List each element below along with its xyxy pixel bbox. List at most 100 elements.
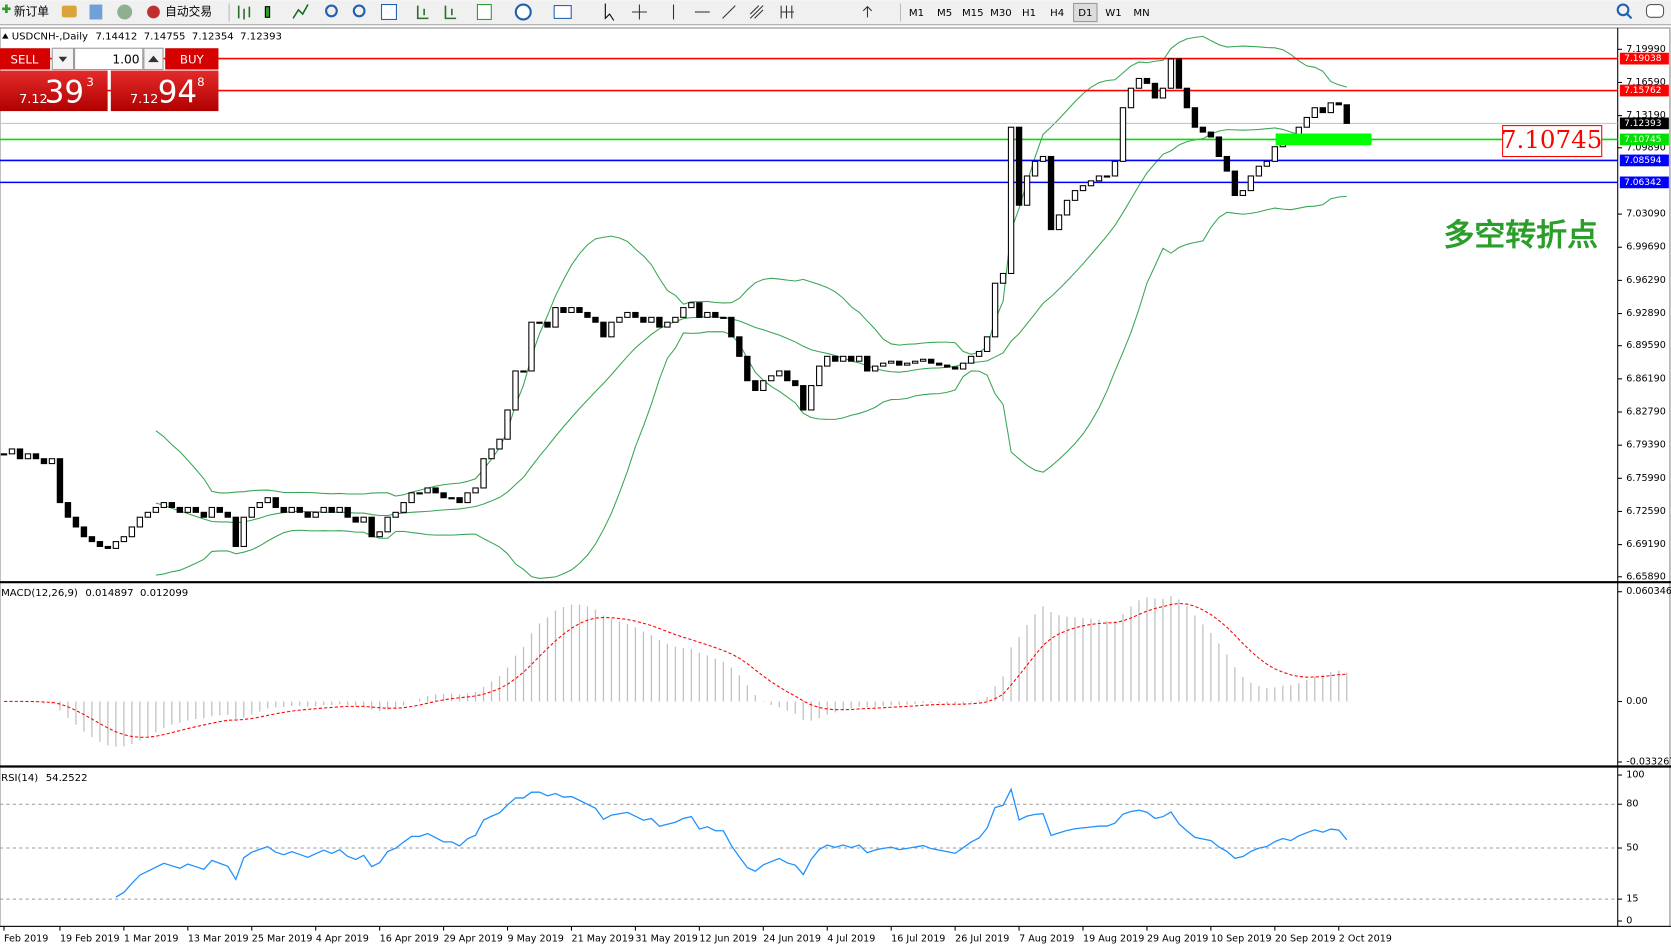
candle-body — [1327, 102, 1334, 114]
bollinger-middle — [155, 127, 1347, 524]
toolbar-icons[interactable] — [2, 3, 1665, 22]
timeframe-button[interactable]: H1 — [1022, 8, 1036, 19]
candle-body — [848, 355, 855, 362]
candle-body — [871, 365, 879, 372]
candle-body — [80, 526, 88, 538]
icon[interactable] — [444, 5, 457, 20]
icon[interactable] — [89, 4, 103, 20]
channel-icon[interactable] — [749, 5, 764, 19]
candle-body — [16, 448, 24, 460]
chat-icon[interactable] — [1645, 3, 1665, 18]
zoom-out-icon[interactable] — [352, 4, 366, 18]
bar-chart-icon[interactable] — [237, 5, 251, 20]
collapse-arrow[interactable] — [2, 33, 9, 39]
candle-body — [856, 355, 863, 362]
volume-input[interactable] — [74, 47, 144, 71]
timeframe-button[interactable]: W1 — [1105, 8, 1121, 19]
timeframe-button[interactable]: MN — [1133, 8, 1149, 19]
bid-fraction: 3 — [86, 75, 93, 89]
new-order-button[interactable]: 新订单 — [14, 4, 49, 18]
icon[interactable] — [416, 5, 429, 20]
candle-body — [927, 358, 935, 364]
fibo-icon[interactable] — [780, 5, 794, 19]
timeframe-button[interactable]: M5 — [937, 8, 952, 19]
bid-pips: 39 — [45, 75, 84, 111]
candle-body — [959, 362, 967, 370]
x-tick-label: 1 Mar 2019 — [124, 934, 179, 945]
y-tick-label: 7.03090 — [1626, 209, 1666, 220]
candle-body — [384, 516, 391, 533]
timeframe-button[interactable]: H4 — [1050, 8, 1064, 19]
y-tick-label: 7.19990 — [1626, 44, 1666, 55]
templates-icon[interactable] — [553, 5, 572, 19]
zoom-in-icon[interactable] — [325, 4, 338, 18]
volume-value[interactable]: 1.00 — [112, 52, 139, 66]
auto-trading-button[interactable]: 自动交易 — [165, 4, 212, 18]
candle-body — [1167, 58, 1175, 89]
candle-body — [712, 311, 719, 318]
indicators-icon[interactable] — [476, 3, 492, 20]
candle-body — [1063, 199, 1071, 216]
timeframe-active — [1073, 2, 1098, 23]
x-tick-label: 19 Feb 2019 — [60, 934, 120, 945]
timeframe-button[interactable]: M30 — [990, 8, 1012, 19]
periods-icon[interactable] — [514, 3, 532, 21]
timeframe-button[interactable]: M1 — [909, 8, 924, 19]
sell-label[interactable]: SELL — [11, 52, 39, 66]
ask-box[interactable] — [110, 70, 219, 112]
line-chart-icon[interactable] — [292, 4, 309, 19]
candle-body — [392, 511, 399, 518]
search-icon[interactable] — [1616, 3, 1630, 17]
rsi-title: RSI(14) — [1, 773, 38, 784]
sell-button[interactable] — [0, 48, 51, 70]
candle-body — [240, 516, 247, 547]
arrows-icon[interactable] — [862, 5, 873, 18]
candle-body — [895, 360, 903, 366]
x-tick-label: Feb 2019 — [4, 934, 48, 945]
candle-body — [128, 526, 136, 538]
candle-body — [168, 502, 176, 508]
candle-body — [736, 336, 743, 357]
candle-body — [456, 497, 463, 504]
candle-body — [680, 307, 687, 318]
candle-body — [1151, 82, 1159, 99]
new-order-icon[interactable] — [2, 4, 11, 14]
candle-body — [1247, 175, 1255, 192]
level-label: 7.10745 — [1624, 135, 1661, 145]
ohlc-close: 7.12393 — [240, 32, 282, 43]
candle-body — [1111, 160, 1119, 177]
macd-main-value: 0.014897 — [85, 588, 133, 599]
x-tick-label: 13 Mar 2019 — [188, 934, 249, 945]
candle-body — [688, 302, 695, 309]
candle-body — [312, 511, 319, 518]
cursor-icon[interactable] — [604, 3, 615, 21]
buy-label[interactable]: BUY — [180, 52, 205, 66]
crosshair-icon[interactable] — [631, 4, 647, 20]
candle-body — [408, 492, 415, 504]
candle-body — [1039, 155, 1047, 162]
x-tick-label: 7 Aug 2019 — [1019, 934, 1074, 945]
bid-box[interactable] — [0, 70, 108, 112]
candle-body — [768, 375, 775, 382]
tile-icon[interactable] — [380, 3, 397, 20]
candle-body — [840, 355, 847, 362]
search-icon-handle — [1626, 13, 1633, 20]
dropdown-arrow — [58, 56, 68, 63]
candle-icon[interactable] — [264, 6, 271, 18]
macd-header: MACD(12,26,9) 0.014897 0.012099 — [1, 588, 188, 599]
x-tick-label: 9 May 2019 — [508, 934, 564, 945]
timeframe-button[interactable]: D1 — [1078, 8, 1092, 19]
trendline-icon[interactable] — [722, 5, 736, 19]
y-tick-label: 50 — [1626, 843, 1638, 854]
candle-body — [879, 362, 887, 367]
icon[interactable] — [61, 5, 77, 18]
timeframe-button[interactable]: M15 — [962, 8, 984, 19]
auto-trading-icon[interactable] — [147, 5, 160, 19]
candle-body — [1199, 126, 1207, 133]
icon[interactable] — [117, 4, 133, 20]
candle-body — [951, 366, 959, 370]
candle-body — [336, 506, 343, 513]
buy-button[interactable] — [165, 48, 219, 70]
x-tick-label: 21 May 2019 — [571, 934, 633, 945]
